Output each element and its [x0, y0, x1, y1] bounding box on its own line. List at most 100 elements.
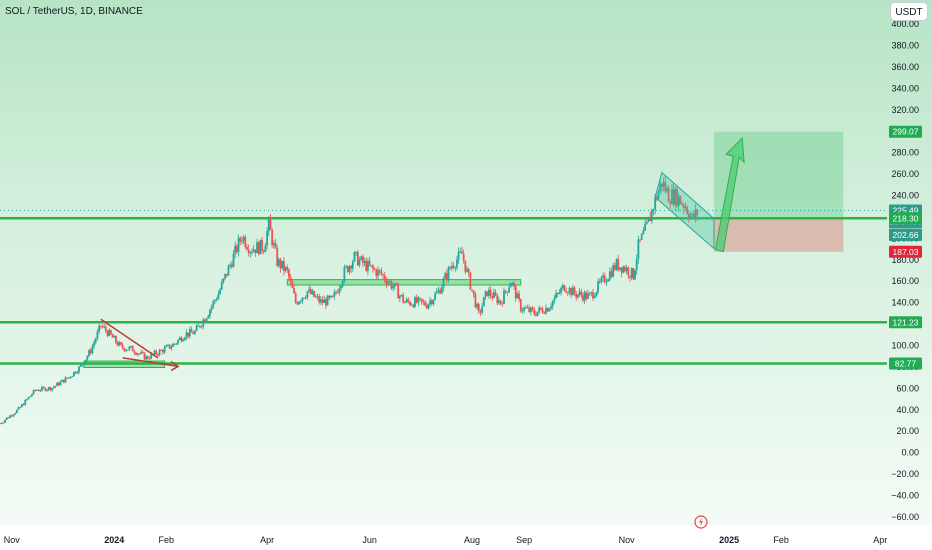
candle[interactable] — [508, 283, 510, 294]
candle[interactable] — [686, 205, 688, 215]
candle[interactable] — [622, 265, 625, 274]
projection-arrow[interactable] — [714, 137, 745, 253]
candle[interactable] — [96, 328, 99, 341]
candle[interactable] — [10, 414, 13, 418]
candle[interactable] — [264, 242, 267, 253]
candle[interactable] — [12, 414, 15, 418]
candle[interactable] — [205, 317, 208, 323]
candle[interactable] — [316, 293, 319, 300]
candle[interactable] — [479, 308, 482, 317]
candle[interactable] — [44, 387, 47, 392]
candle[interactable] — [162, 349, 164, 355]
candle[interactable] — [94, 337, 97, 345]
candle[interactable] — [34, 389, 37, 392]
candle[interactable] — [634, 269, 636, 281]
candle[interactable] — [524, 304, 527, 309]
candle[interactable] — [215, 296, 218, 302]
candle[interactable] — [251, 248, 253, 256]
candle[interactable] — [326, 294, 329, 306]
candle[interactable] — [417, 295, 420, 307]
candle[interactable] — [109, 329, 112, 336]
candle[interactable] — [235, 244, 238, 254]
candle[interactable] — [167, 343, 169, 347]
candle[interactable] — [647, 216, 650, 223]
candle[interactable] — [32, 389, 35, 395]
candle[interactable] — [664, 175, 667, 194]
candle[interactable] — [570, 287, 573, 299]
candle[interactable] — [350, 264, 353, 274]
candle[interactable] — [681, 200, 683, 207]
candle[interactable] — [348, 264, 351, 275]
candle[interactable] — [632, 267, 635, 281]
candle[interactable] — [432, 299, 435, 306]
candle[interactable] — [393, 283, 396, 290]
candle[interactable] — [146, 355, 149, 360]
candle[interactable] — [93, 339, 95, 349]
candle[interactable] — [645, 220, 648, 225]
candle[interactable] — [113, 334, 116, 338]
candle[interactable] — [551, 300, 554, 311]
candle[interactable] — [482, 297, 485, 307]
candle[interactable] — [491, 292, 494, 301]
candle[interactable] — [294, 291, 297, 304]
candle[interactable] — [69, 376, 72, 379]
candle[interactable] — [136, 353, 139, 357]
candle[interactable] — [689, 211, 692, 221]
candle[interactable] — [104, 324, 107, 334]
candle[interactable] — [576, 294, 579, 300]
candle[interactable] — [195, 324, 198, 332]
candle[interactable] — [462, 249, 465, 264]
candle[interactable] — [400, 294, 403, 297]
candle[interactable] — [293, 284, 295, 294]
candle[interactable] — [388, 280, 391, 285]
candle[interactable] — [575, 290, 578, 302]
candle[interactable] — [692, 210, 695, 221]
candle[interactable] — [430, 298, 433, 307]
candle[interactable] — [217, 290, 220, 300]
candle[interactable] — [225, 273, 228, 278]
candle[interactable] — [7, 416, 10, 419]
candle[interactable] — [659, 178, 662, 195]
candle[interactable] — [397, 282, 400, 299]
candle[interactable] — [256, 238, 258, 254]
candle[interactable] — [598, 278, 601, 285]
candle[interactable] — [583, 290, 586, 305]
candle[interactable] — [682, 202, 685, 214]
candle[interactable] — [41, 385, 43, 392]
candle[interactable] — [39, 389, 42, 393]
candle[interactable] — [266, 227, 269, 250]
candle[interactable] — [481, 302, 484, 315]
candle[interactable] — [442, 276, 445, 292]
candle[interactable] — [620, 267, 623, 278]
candle[interactable] — [207, 314, 210, 319]
candle[interactable] — [79, 363, 82, 368]
candle[interactable] — [637, 235, 640, 264]
candle[interactable] — [649, 211, 652, 222]
candle[interactable] — [296, 301, 299, 306]
candle[interactable] — [617, 255, 620, 272]
candle[interactable] — [452, 262, 455, 270]
candle[interactable] — [533, 306, 536, 316]
candle[interactable] — [553, 295, 556, 304]
candle[interactable] — [323, 295, 326, 303]
candle[interactable] — [372, 263, 374, 273]
candle[interactable] — [582, 292, 584, 303]
candle[interactable] — [25, 398, 28, 401]
candle[interactable] — [210, 304, 213, 314]
candle[interactable] — [242, 235, 245, 245]
candle[interactable] — [279, 257, 282, 273]
candle[interactable] — [108, 328, 111, 337]
candle[interactable] — [504, 289, 507, 295]
candle[interactable] — [89, 347, 92, 355]
candle[interactable] — [267, 216, 270, 237]
candle[interactable] — [318, 293, 321, 305]
candle[interactable] — [49, 386, 52, 392]
candle[interactable] — [368, 256, 371, 267]
candle[interactable] — [696, 208, 699, 222]
candle[interactable] — [192, 330, 195, 335]
candle[interactable] — [407, 296, 410, 304]
candle[interactable] — [571, 284, 574, 296]
candle[interactable] — [331, 295, 334, 298]
candle[interactable] — [684, 202, 687, 211]
candle[interactable] — [180, 336, 183, 343]
